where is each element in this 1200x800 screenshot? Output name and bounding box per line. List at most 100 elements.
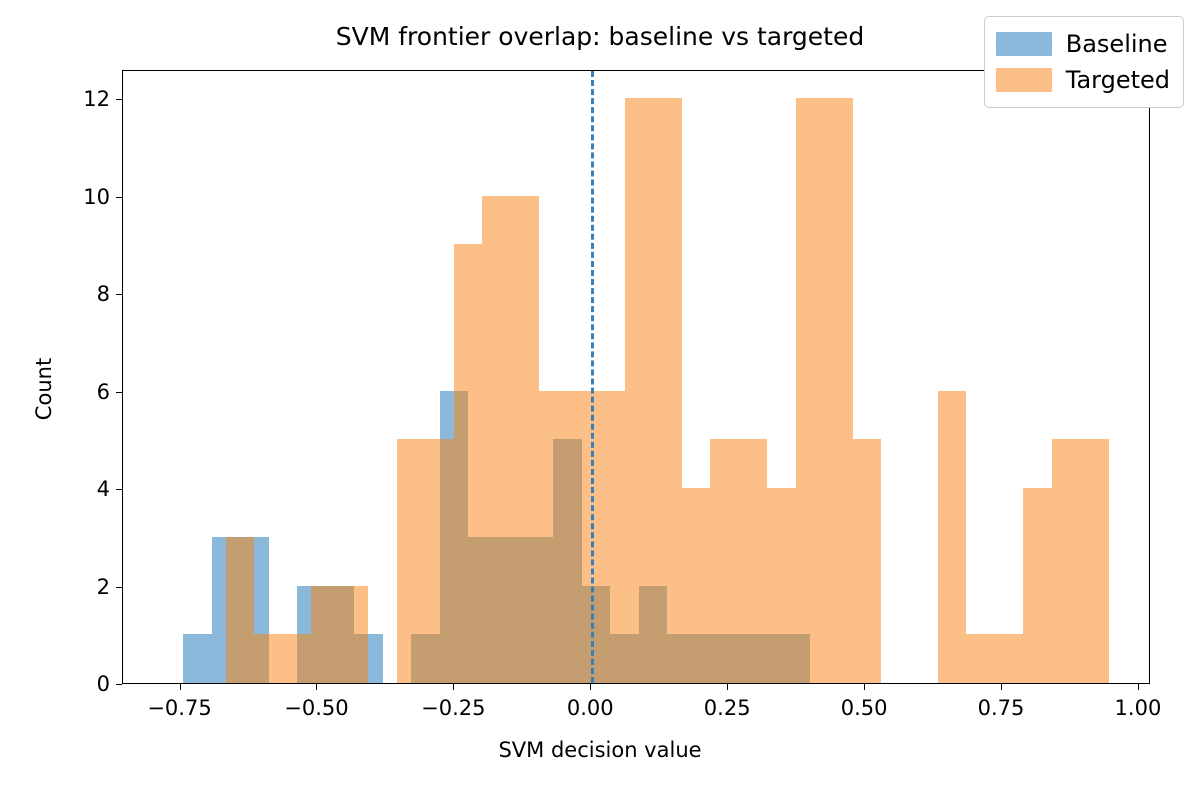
x-axis-tick [179, 684, 181, 690]
x-axis-tick [1137, 684, 1139, 690]
legend-label-targeted: Targeted [1065, 66, 1170, 94]
plot-area [122, 70, 1150, 684]
bar-overlap [695, 634, 711, 683]
bar-overlap [781, 634, 796, 683]
bar-overlap [767, 634, 782, 683]
bar-overlap [325, 585, 340, 683]
bar-overlap [468, 536, 483, 683]
legend-entry-targeted: Targeted [995, 62, 1170, 98]
y-axis-tick [116, 391, 122, 393]
bar-targeted [1051, 439, 1081, 683]
bar-overlap [225, 536, 241, 683]
x-axis-tick-label: 0.25 [703, 696, 751, 720]
y-axis-label: Count [32, 357, 56, 421]
bar-targeted [937, 390, 967, 683]
x-axis-label: SVM decision value [498, 738, 702, 762]
bar-targeted [710, 439, 725, 683]
x-axis-tick [1001, 684, 1003, 690]
y-axis-tick-label: 12 [83, 87, 110, 112]
bar-targeted [781, 488, 796, 683]
x-axis-tick-label: 0.75 [977, 696, 1025, 720]
chart-title: SVM frontier overlap: baseline vs target… [335, 22, 865, 51]
y-axis-tick-label: 0 [96, 672, 110, 696]
bar-overlap [240, 536, 255, 683]
x-axis-tick [864, 684, 866, 690]
bar-targeted [767, 488, 782, 683]
y-axis-tick [116, 196, 122, 198]
chart-legend: Baseline Targeted [983, 16, 1184, 108]
bar-targeted [411, 439, 426, 683]
bar-overlap [254, 634, 269, 683]
x-axis-tick-label: 0.00 [566, 696, 614, 720]
bar-targeted [268, 634, 283, 683]
bar-targeted [809, 98, 825, 683]
x-axis-tick-label: 1.00 [1114, 696, 1162, 720]
bar-overlap [638, 585, 654, 683]
x-axis-tick-label: 0.50 [840, 696, 888, 720]
bar-targeted [624, 98, 639, 683]
bar-overlap [553, 439, 568, 683]
bar-overlap [738, 634, 753, 683]
x-axis-tick [590, 684, 592, 690]
bar-overlap [411, 634, 426, 683]
x-axis-tick [316, 684, 318, 690]
bar-targeted [1023, 488, 1052, 683]
bar-overlap [510, 536, 525, 683]
legend-entry-baseline: Baseline [995, 26, 1170, 62]
bar-overlap [653, 585, 668, 683]
bar-overlap [496, 536, 511, 683]
y-axis-tick [116, 99, 122, 101]
bar-overlap [453, 390, 469, 683]
legend-label-baseline: Baseline [1065, 30, 1168, 58]
bar-targeted [724, 439, 739, 683]
x-axis-tick-label: −0.50 [284, 696, 349, 720]
x-axis-tick-label: −0.25 [421, 696, 486, 720]
bar-targeted [738, 439, 753, 683]
bar-overlap [724, 634, 739, 683]
bar-targeted [681, 488, 696, 683]
bar-overlap [339, 585, 355, 683]
x-axis-tick [453, 684, 455, 690]
x-axis-tick-label: −0.75 [147, 696, 212, 720]
y-axis-tick [116, 586, 122, 588]
bar-overlap [667, 634, 682, 683]
bar-targeted [994, 634, 1024, 683]
bar-overlap [710, 634, 725, 683]
histogram-bars [123, 71, 1149, 683]
bar-targeted [396, 439, 412, 683]
bar-targeted [824, 98, 853, 683]
bar-overlap [539, 536, 554, 683]
y-axis-tick [116, 684, 122, 685]
bar-targeted [966, 634, 995, 683]
bar-targeted [610, 390, 625, 683]
bar-baseline [211, 536, 226, 683]
bar-overlap [482, 536, 497, 683]
bar-overlap [524, 536, 540, 683]
bar-overlap [311, 585, 326, 683]
bar-targeted [852, 439, 881, 683]
bar-targeted [795, 98, 810, 683]
y-axis-tick-label: 10 [83, 184, 110, 209]
bar-overlap [681, 634, 696, 683]
bar-targeted [752, 439, 768, 683]
bar-targeted [695, 488, 711, 683]
bar-overlap [297, 634, 312, 683]
decision-boundary-vline [591, 71, 595, 683]
legend-swatch-baseline [995, 32, 1052, 56]
bar-baseline [183, 634, 212, 683]
bar-targeted [667, 98, 682, 683]
bar-targeted [282, 634, 298, 683]
bar-overlap [354, 634, 369, 683]
y-axis-tick-label: 8 [96, 282, 110, 307]
y-axis-tick-label: 2 [96, 574, 110, 599]
bar-overlap [624, 634, 639, 683]
bar-overlap [795, 634, 810, 683]
bar-overlap [752, 634, 768, 683]
y-axis-tick-label: 6 [96, 379, 110, 404]
legend-swatch-targeted [995, 68, 1052, 92]
bar-overlap [439, 439, 454, 683]
bar-overlap [596, 585, 611, 683]
x-axis-tick [727, 684, 729, 690]
y-axis-tick [116, 294, 122, 296]
